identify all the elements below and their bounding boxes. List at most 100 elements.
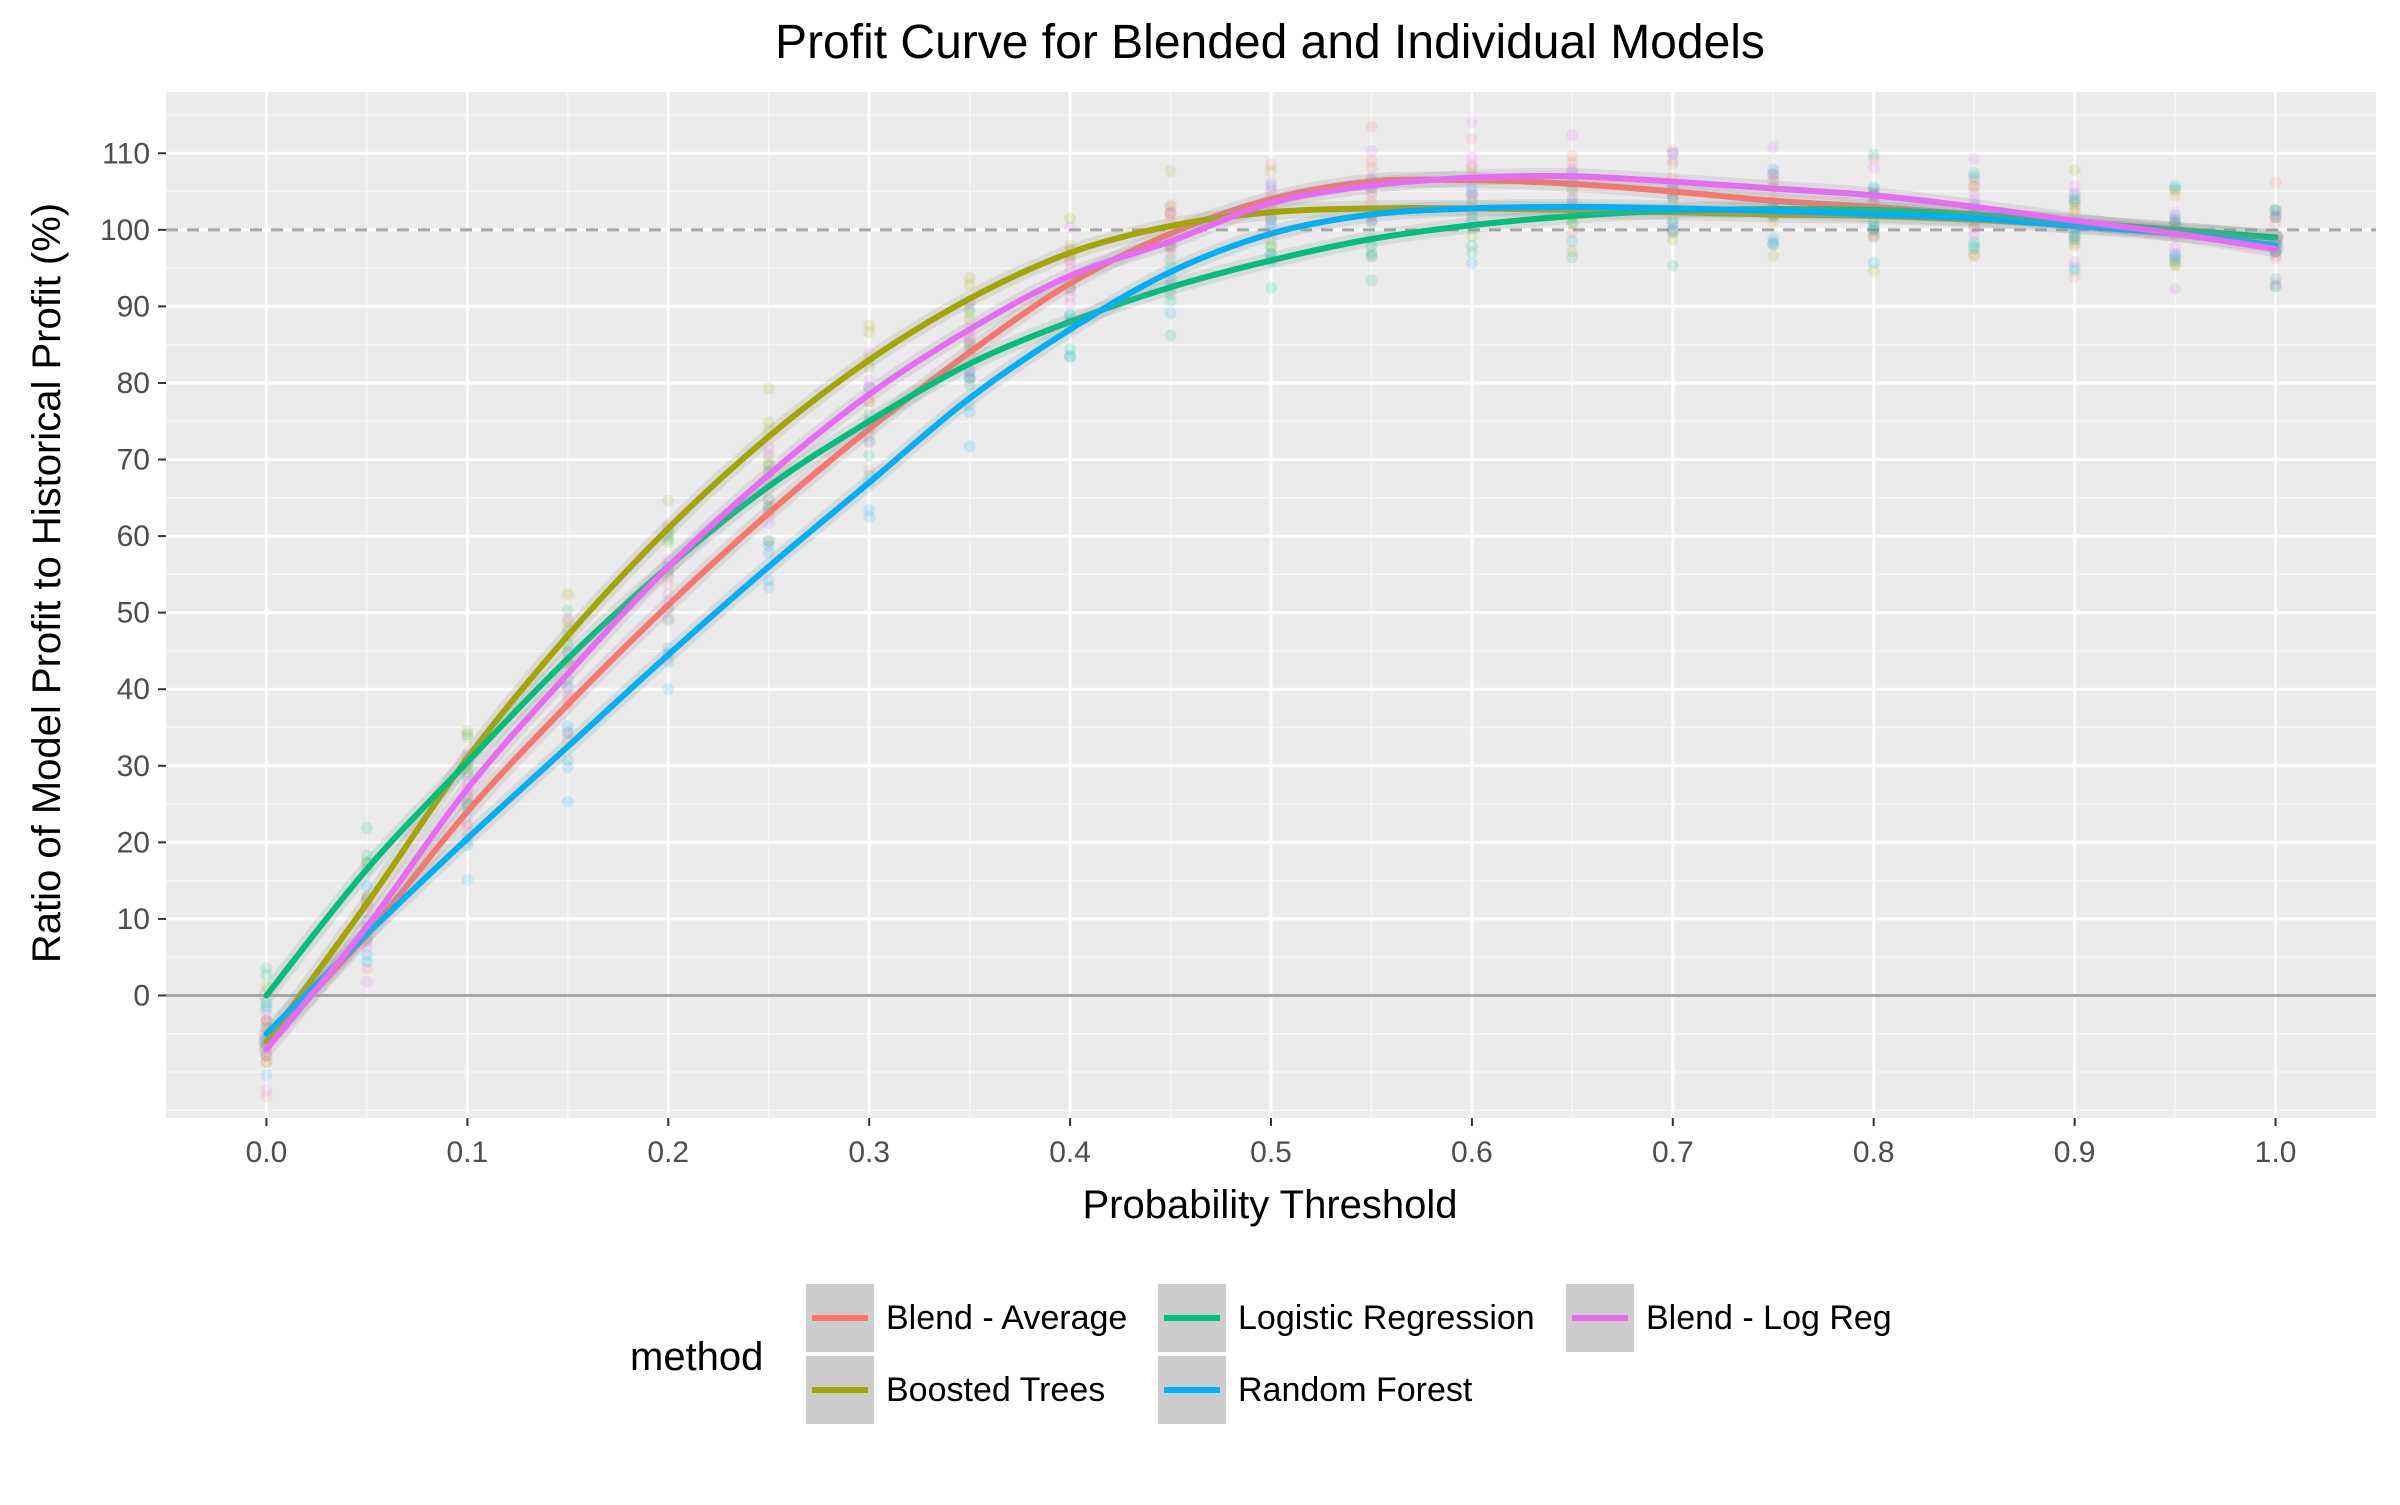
data-point <box>662 612 675 625</box>
data-point <box>561 761 574 774</box>
data-point <box>1767 175 1780 188</box>
data-point <box>1867 223 1880 236</box>
data-point <box>1265 183 1277 196</box>
data-point <box>1064 255 1077 268</box>
data-point <box>662 494 675 507</box>
data-point <box>863 464 876 477</box>
data-point <box>1265 158 1277 171</box>
data-point <box>1767 168 1780 181</box>
data-point <box>1666 225 1679 238</box>
data-point <box>461 819 474 832</box>
legend-title: method <box>630 1335 763 1379</box>
data-point <box>1365 274 1378 287</box>
data-point <box>260 1090 273 1103</box>
data-point <box>1265 176 1277 189</box>
data-point <box>1465 188 1478 201</box>
data-point <box>863 374 876 387</box>
data-point <box>360 941 373 954</box>
data-point <box>260 1056 273 1069</box>
data-point <box>2068 198 2081 211</box>
data-point <box>1465 239 1478 252</box>
data-point <box>963 272 976 285</box>
data-point <box>863 435 876 448</box>
x-tick-label: 0.9 <box>2054 1136 2096 1169</box>
data-point <box>1265 213 1277 226</box>
legend: method Blend - Average Boosted Trees Logis… <box>630 1284 1892 1424</box>
data-point <box>260 1015 273 1028</box>
data-point <box>2269 204 2282 217</box>
data-point <box>2269 279 2282 292</box>
legend-label: Blend - Average <box>886 1299 1127 1337</box>
data-point <box>360 849 373 862</box>
data-point <box>1365 215 1378 228</box>
data-point <box>2169 216 2182 229</box>
data-point <box>1767 236 1780 249</box>
data-point <box>1767 237 1780 250</box>
data-point <box>1265 282 1277 295</box>
data-point <box>1465 195 1478 208</box>
data-point <box>2269 277 2282 290</box>
data-point <box>1164 199 1177 212</box>
data-point <box>863 319 876 332</box>
data-point <box>1164 295 1177 308</box>
data-point <box>1968 249 1981 262</box>
data-point <box>1968 236 1981 249</box>
data-point <box>1867 152 1880 165</box>
data-point <box>1365 196 1378 209</box>
data-point <box>662 571 675 584</box>
data-point <box>1968 152 1981 165</box>
data-point <box>1666 213 1679 226</box>
data-point <box>1064 221 1077 234</box>
data-point <box>2068 164 2081 177</box>
data-point <box>1867 161 1880 174</box>
data-point <box>561 588 574 601</box>
data-point <box>2169 179 2182 192</box>
data-point <box>2068 195 2081 208</box>
data-point <box>1465 161 1478 174</box>
data-point <box>2169 206 2182 219</box>
data-point <box>260 1008 273 1021</box>
data-point <box>1968 242 1981 255</box>
data-point <box>762 581 775 594</box>
data-point <box>1666 218 1679 231</box>
data-point <box>963 367 976 380</box>
data-point <box>561 612 574 625</box>
data-point <box>461 817 474 830</box>
series-line <box>263 203 2279 1037</box>
data-point <box>1265 186 1277 199</box>
data-point <box>1968 248 1981 261</box>
chart-title: Profit Curve for Blended and Individual … <box>775 16 1765 69</box>
data-point <box>1465 212 1478 225</box>
data-point <box>1365 239 1378 252</box>
data-point <box>1164 206 1177 219</box>
data-point <box>260 1069 273 1082</box>
data-point <box>561 795 574 808</box>
data-point <box>2269 203 2282 216</box>
data-point <box>1666 216 1679 229</box>
data-point <box>1767 163 1780 176</box>
data-point <box>2169 213 2182 226</box>
data-point <box>762 493 775 506</box>
data-point <box>260 961 273 974</box>
data-point <box>2169 252 2182 265</box>
data-point <box>1968 167 1981 180</box>
series-line <box>263 172 2279 1053</box>
data-point <box>2068 271 2081 284</box>
data-point <box>662 536 675 549</box>
data-point <box>1566 191 1579 204</box>
y-tick-label: 10 <box>117 903 150 936</box>
data-point <box>1566 245 1579 258</box>
data-point <box>963 337 976 350</box>
data-point <box>963 278 976 291</box>
data-point <box>762 441 775 454</box>
data-point <box>1164 207 1177 220</box>
data-point <box>1566 235 1579 248</box>
data-point <box>1968 174 1981 187</box>
data-point <box>2269 208 2282 221</box>
data-point <box>1064 350 1077 363</box>
data-point <box>2068 236 2081 249</box>
data-point <box>1064 212 1077 225</box>
data-point <box>863 504 876 517</box>
